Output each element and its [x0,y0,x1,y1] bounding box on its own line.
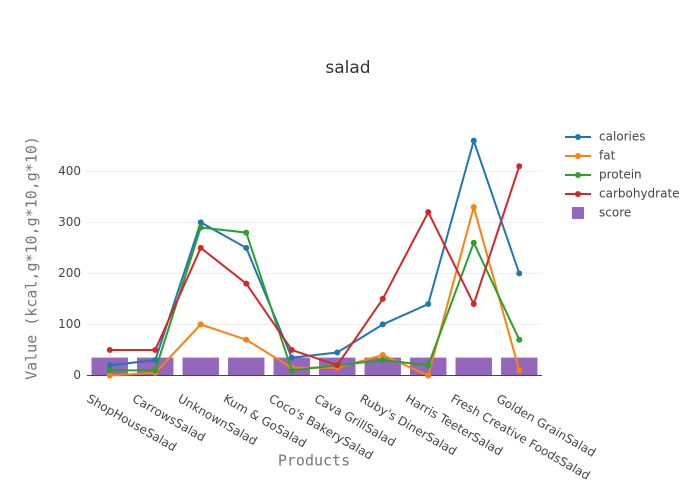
legend-label[interactable]: fat [599,149,616,163]
x-axis-title: Products [278,452,350,470]
point [197,244,204,251]
y-tick-label: 400 [58,164,81,178]
point [425,372,432,379]
point [243,244,250,251]
bar [182,357,219,376]
line [109,203,521,377]
legend-swatch [575,134,581,140]
point [379,321,386,328]
point [243,229,250,236]
y-tick-label: 0 [73,368,81,382]
point [106,362,113,369]
y-tick-label: 100 [58,317,81,331]
point [425,301,432,308]
bar [501,357,538,376]
point [516,367,523,374]
legend-label[interactable]: carbohydrate [599,187,680,201]
point [152,346,159,353]
point [106,346,113,353]
line [109,226,521,372]
legend-swatch [575,191,581,197]
bar [228,357,265,376]
point [425,209,432,216]
y-tick-label: 300 [58,215,81,229]
x-tick-label: UnknownSalad [176,392,260,449]
point [470,137,477,144]
point [470,239,477,246]
point [243,336,250,343]
y-axis-title: Value (kcal,g*10,g*10,g*10) [23,136,41,380]
point [470,204,477,211]
point [152,367,159,374]
point [425,362,432,369]
legend-swatch [572,207,584,219]
point [152,357,159,364]
y-tick-label: 200 [58,266,81,280]
point [106,372,113,379]
point [288,354,295,361]
point [288,346,295,353]
legend-swatch [575,153,581,159]
point [516,163,523,170]
point [379,352,386,359]
point [288,367,295,374]
legend-label[interactable]: score [599,206,631,220]
line [109,165,521,367]
legend-label[interactable]: calories [599,130,646,144]
point [379,357,386,364]
point [334,362,341,369]
bar [455,357,492,376]
chart-title: salad [325,58,370,78]
point [197,224,204,231]
point [243,280,250,287]
line [109,137,521,367]
legend-swatch [575,172,581,178]
point [516,270,523,277]
point [470,301,477,308]
point [379,295,386,302]
point [334,349,341,356]
point [197,219,204,226]
point [516,336,523,343]
point [197,321,204,328]
legend-label[interactable]: protein [599,168,642,182]
point [106,367,113,374]
